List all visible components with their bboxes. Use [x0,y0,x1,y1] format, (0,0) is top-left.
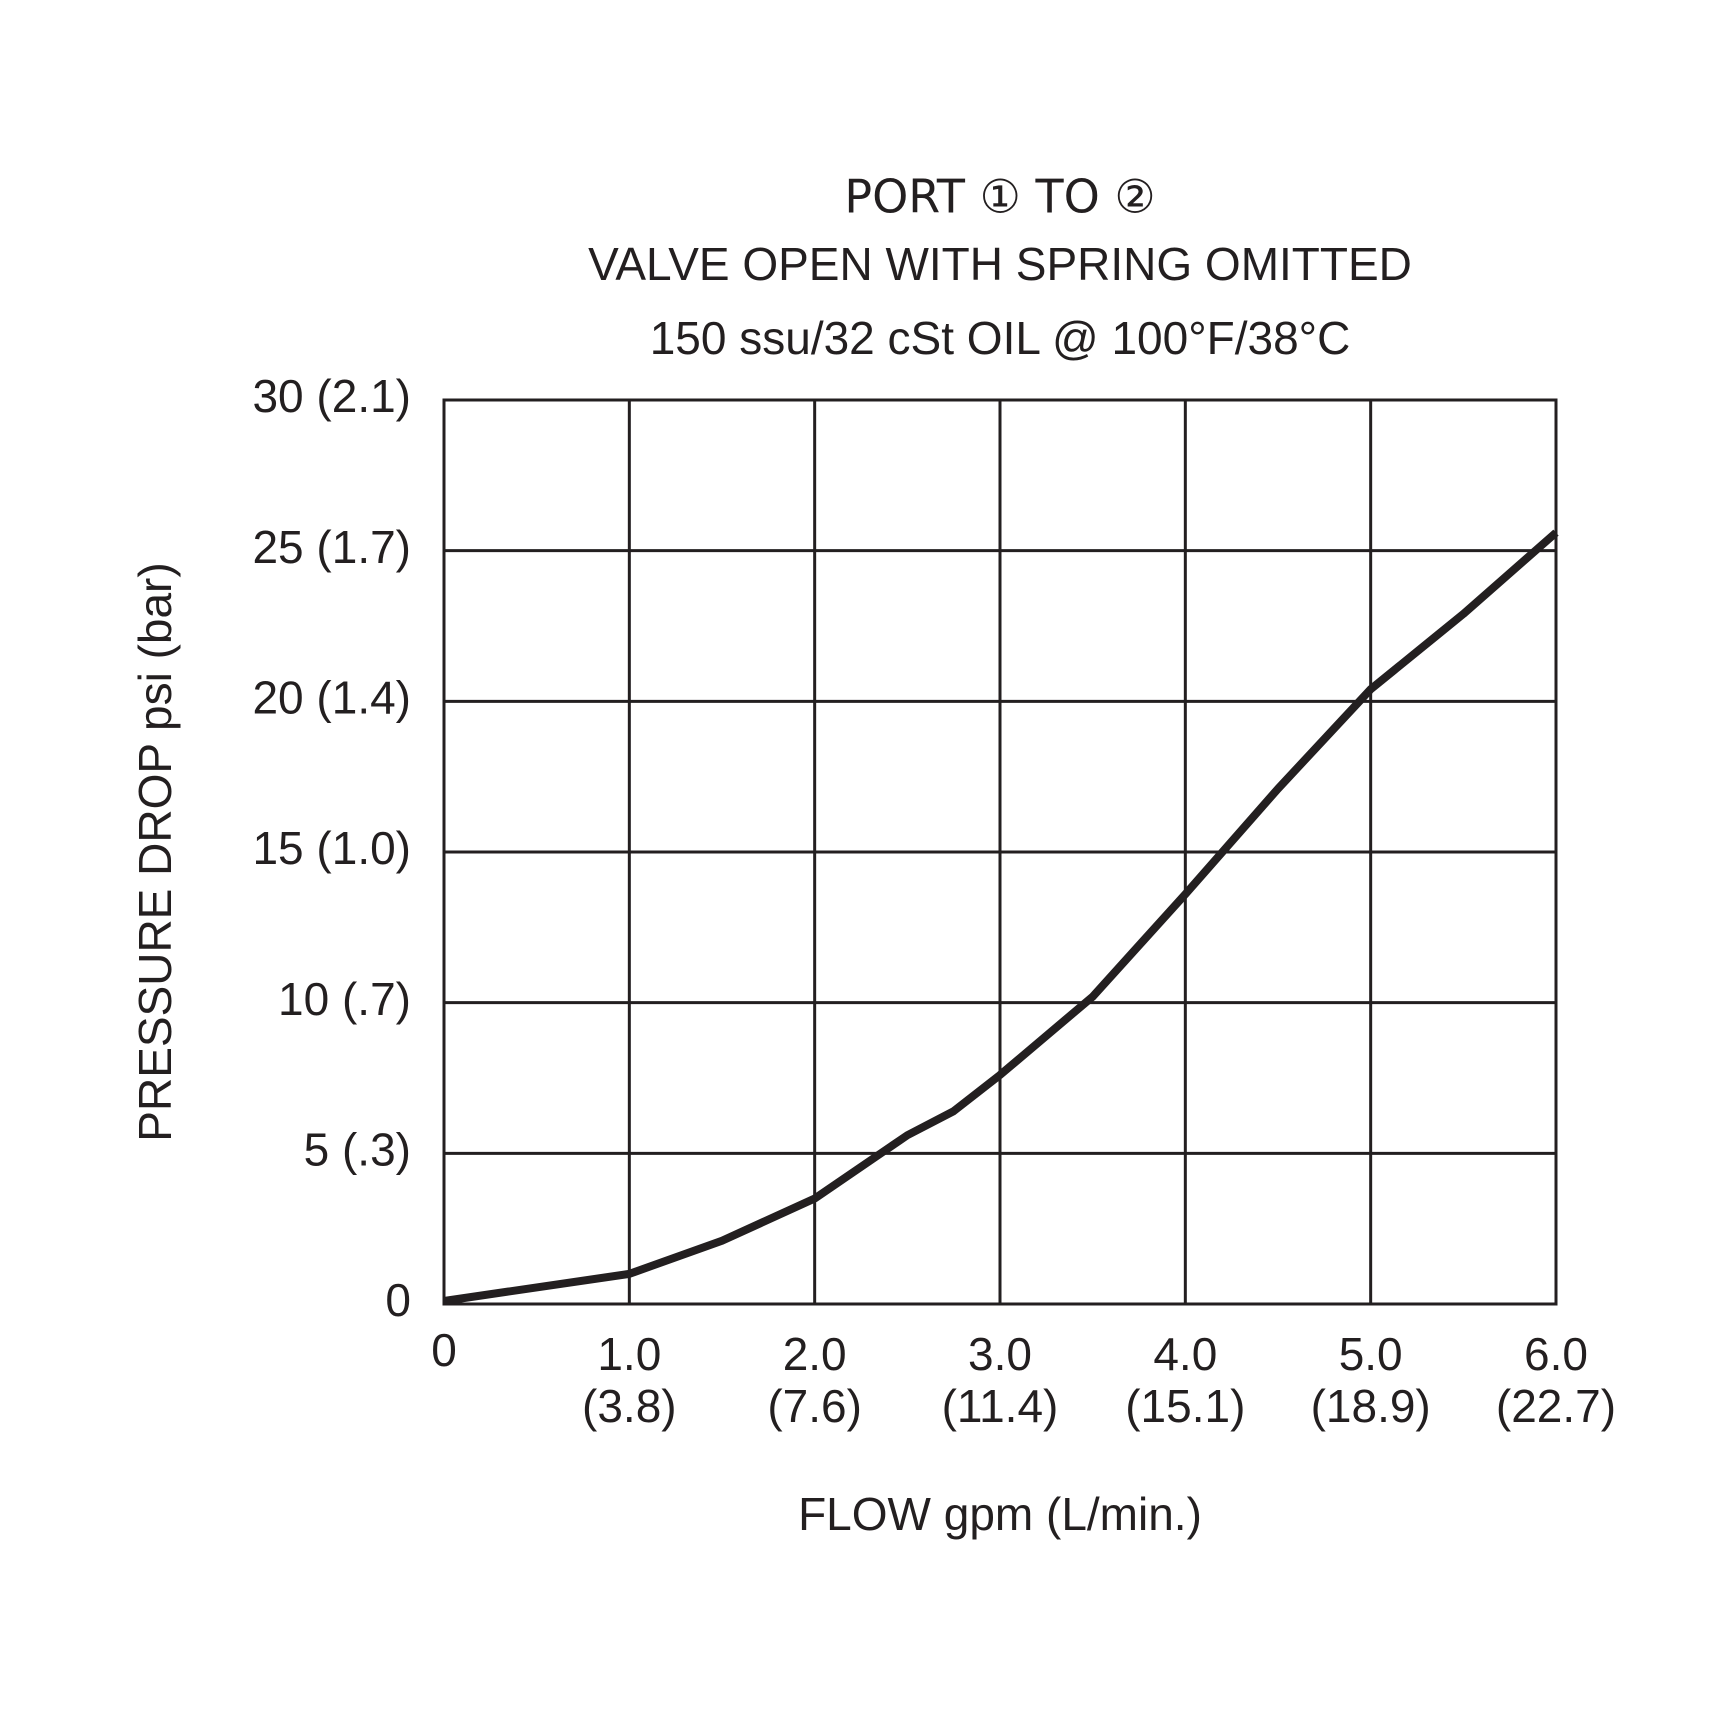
x-axis-label: FLOW gpm (L/min.) [798,1488,1202,1540]
chart-title: PORT ① TO ② [844,170,1155,224]
chart-subtitle: VALVE OPEN WITH SPRING OMITTED [588,238,1412,290]
x-tick-label: 2.0 (7.6) [767,1328,862,1432]
x-tick-label: 6.0 (22.7) [1496,1328,1616,1432]
x-tick-label: 0 [431,1324,457,1376]
y-tick-label: 15 (1.0) [252,822,411,874]
x-tick-label: 3.0 (11.4) [942,1328,1059,1432]
y-tick-label: 20 (1.4) [252,671,411,723]
x-tick-label: 4.0 (15.1) [1125,1328,1245,1432]
y-tick-label: 0 [385,1274,411,1326]
y-tick-label: 10 (.7) [278,973,411,1025]
chart-subtitle: 150 ssu/32 cSt OIL @ 100°F/38°C [650,312,1351,364]
plot-frame [442,398,1558,1306]
y-tick-label: 5 (.3) [304,1123,411,1175]
y-axis-label: PRESSURE DROP psi (bar) [129,562,181,1141]
y-tick-label: 30 (2.1) [252,370,411,422]
x-tick-label: 1.0 (3.8) [582,1328,677,1432]
data-line [443,529,1559,1305]
x-tick-label: 5.0 (18.9) [1311,1328,1431,1432]
y-tick-label: 25 (1.7) [252,521,411,573]
